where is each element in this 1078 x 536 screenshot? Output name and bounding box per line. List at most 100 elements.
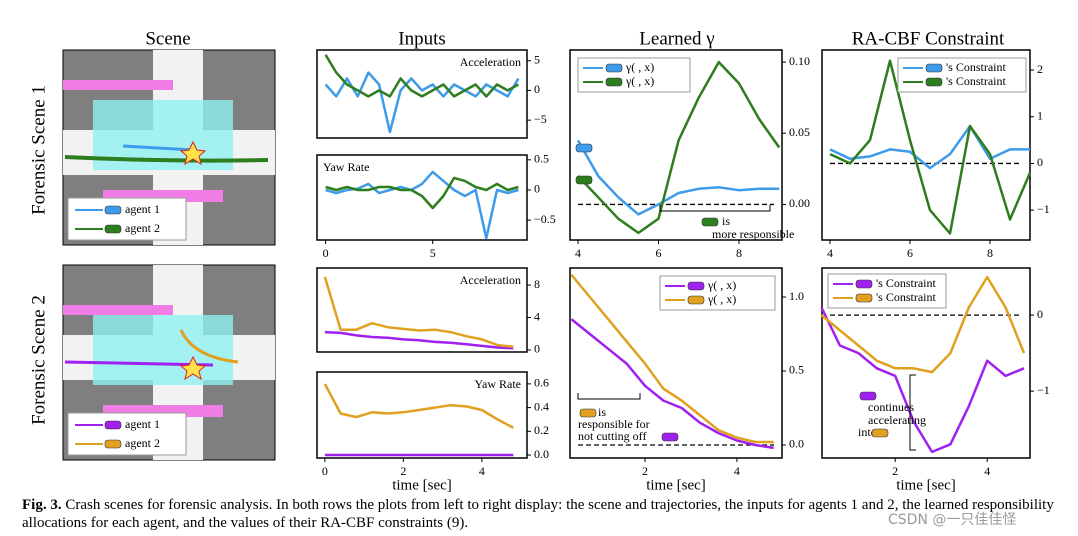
legend-label: γ( , x): [625, 74, 654, 88]
chart-title: Acceleration: [460, 55, 521, 69]
x-tick-label: 8: [736, 246, 742, 260]
bracket: [577, 393, 641, 400]
y-tick-label: 0.5: [534, 152, 549, 166]
car-icon: [575, 175, 593, 185]
series-line: [324, 54, 520, 98]
legend-label: agent 1: [125, 417, 160, 431]
legend-label: γ( , x): [625, 60, 654, 74]
y-tick-label: 0.10: [789, 54, 810, 68]
series-line: [323, 276, 514, 348]
car-icon: [104, 420, 122, 430]
bracket: [659, 205, 771, 212]
y-tick-label: −0.5: [534, 212, 556, 226]
row-label: Forensic Scene 1: [28, 85, 49, 215]
legend-label: agent 2: [125, 436, 160, 450]
chart-title: Acceleration: [460, 273, 521, 287]
scene-legend: [67, 412, 187, 456]
x-tick-label: 2: [892, 464, 898, 478]
y-tick-label: 0.00: [789, 196, 810, 210]
legend-label: γ( , x): [707, 292, 736, 306]
chart-title: Yaw Rate: [475, 377, 521, 391]
caption-label: Fig. 3.: [22, 497, 62, 513]
trajectory: [179, 329, 239, 364]
annotation: more responsible: [712, 227, 794, 241]
y-tick-label: 1: [1037, 109, 1043, 123]
series-line: [820, 275, 1026, 374]
series-line: [570, 274, 774, 444]
column-title: Learned γ: [639, 28, 714, 49]
figure: Scene Inputs Learned γ RA-CBF Constraint For…: [28, 28, 1050, 493]
crash-star: [179, 355, 207, 381]
legend-label: 's Constraint: [946, 60, 1006, 74]
annotation: accelerating: [868, 413, 926, 427]
x-tick-label: 8: [987, 246, 993, 260]
y-tick-label: 1.0: [789, 289, 804, 303]
x-tick-label: 4: [479, 464, 485, 478]
annotation: is: [598, 405, 606, 419]
annotation: continues: [868, 400, 914, 414]
plot-frame: [316, 267, 528, 353]
car-icon: [605, 77, 623, 87]
legend-box: [577, 57, 691, 93]
y-tick-label: −1: [1037, 202, 1050, 216]
trajectory: [64, 155, 269, 163]
annotation: is: [722, 214, 730, 228]
car-icon: [104, 224, 122, 234]
y-tick-label: 0.0: [534, 447, 549, 461]
y-tick-label: 0.05: [789, 125, 810, 139]
column-title: RA-CBF Constraint: [852, 28, 1005, 49]
x-axis-label: time [sec]: [896, 477, 956, 492]
y-tick-label: 0.0: [789, 437, 804, 451]
car-icon: [701, 217, 719, 227]
x-tick-label: 4: [734, 464, 740, 478]
car-icon: [579, 408, 597, 418]
y-tick-label: 8: [534, 277, 540, 291]
series-line: [577, 60, 781, 235]
series-line: [325, 176, 519, 210]
caption-text: Crash scenes for forensic analysis. In b…: [22, 497, 1054, 531]
scene-legend: [67, 197, 187, 241]
car-icon: [855, 279, 873, 289]
x-axis-label: time [sec]: [646, 477, 706, 492]
y-tick-label: 5: [534, 52, 540, 66]
annotation: responsible for: [578, 417, 650, 431]
bracket: [909, 374, 916, 451]
car-icon: [605, 63, 623, 73]
car-icon: [575, 143, 593, 153]
chart-title: Yaw Rate: [323, 160, 369, 174]
legend-box: [897, 57, 1027, 93]
y-tick-label: 0: [1037, 307, 1043, 321]
x-axis-label: time [sec]: [392, 477, 452, 492]
x-tick-label: 2: [400, 464, 406, 478]
series-line: [323, 383, 514, 429]
series-line: [324, 71, 520, 134]
x-tick-label: 4: [575, 246, 581, 260]
y-tick-label: 0.4: [534, 399, 549, 413]
series-line: [324, 330, 514, 350]
series-line: [829, 124, 1030, 170]
series-line: [570, 318, 774, 450]
legend-label: agent 2: [125, 221, 160, 235]
x-tick-label: 6: [907, 246, 913, 260]
car-icon: [855, 293, 873, 303]
car-icon: [687, 281, 705, 291]
row-label: Forensic Scene 2: [28, 295, 49, 425]
legend-label: 's Constraint: [876, 276, 936, 290]
plot-frame: [316, 49, 528, 139]
x-tick-label: 6: [656, 246, 662, 260]
y-tick-label: 0: [534, 342, 540, 356]
crash-star: [179, 140, 207, 166]
annotation: not cutting off: [578, 429, 646, 443]
car-icon: [104, 205, 122, 215]
column-title: Scene: [145, 28, 190, 49]
series-line: [820, 306, 1025, 454]
legend-label: γ( , x): [707, 278, 736, 292]
car-icon: [925, 77, 943, 87]
y-tick-label: 4: [534, 309, 540, 323]
trajectory: [122, 144, 194, 152]
caption: Fig. 3. Crash scenes for forensic analys…: [22, 496, 1067, 532]
sidewalk: [63, 305, 173, 315]
y-tick-label: 0: [534, 182, 540, 196]
column-title: Inputs: [398, 28, 446, 49]
